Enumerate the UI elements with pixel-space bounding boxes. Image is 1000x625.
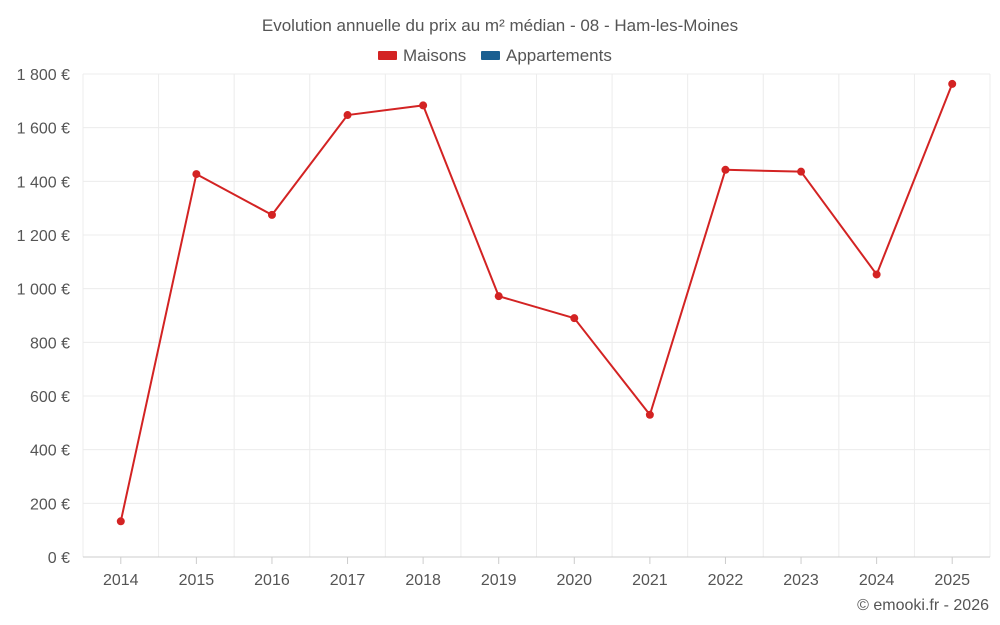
data-point-2022[interactable] [721, 165, 730, 174]
y-tick-label: 800 € [30, 335, 70, 352]
legend: Maisons Appartements [378, 46, 612, 65]
y-tick-label: 600 € [30, 389, 70, 406]
x-tick-label: 2014 [103, 572, 139, 589]
y-tick-label: 400 € [30, 443, 70, 460]
data-point-2023[interactable] [797, 167, 806, 176]
data-point-2025[interactable] [948, 79, 957, 88]
y-tick-label: 1 400 € [17, 174, 70, 191]
legend-swatch-maisons [378, 51, 397, 60]
x-tick-label: 2020 [556, 572, 592, 589]
data-point-2017[interactable] [343, 111, 352, 120]
legend-item-appartements[interactable]: Appartements [481, 46, 612, 65]
legend-swatch-appartements [481, 51, 500, 60]
data-point-2015[interactable] [192, 170, 201, 179]
grid [82, 73, 991, 557]
y-tick-label: 200 € [30, 496, 70, 513]
data-point-2021[interactable] [645, 410, 654, 419]
axes: 0 € 200 € 400 € 600 € 800 € 1 000 € 1 200 € 1 4… [17, 67, 990, 589]
x-tick-label: 2019 [481, 572, 517, 589]
x-tick-label: 2018 [405, 572, 441, 589]
x-tick-label: 2017 [330, 572, 366, 589]
x-tick-label: 2015 [179, 572, 215, 589]
y-tick-label: 1 200 € [17, 228, 70, 245]
x-tick-label: 2025 [934, 572, 970, 589]
data-point-2019[interactable] [494, 292, 503, 301]
legend-label-maisons: Maisons [403, 46, 466, 65]
x-tick-label: 2021 [632, 572, 668, 589]
y-tick-label: 1 800 € [17, 67, 70, 84]
x-tick-label: 2024 [859, 572, 895, 589]
data-point-2014[interactable] [116, 517, 125, 526]
x-tick-label: 2022 [708, 572, 744, 589]
data-point-2018[interactable] [419, 101, 428, 110]
x-tick-label: 2023 [783, 572, 819, 589]
y-tick-label: 0 € [48, 550, 70, 567]
credit: © emooki.fr - 2026 [857, 597, 989, 614]
data-point-2016[interactable] [267, 210, 276, 219]
series-line-maisons [119, 83, 954, 522]
series [116, 79, 957, 526]
y-tick-label: 1 600 € [17, 121, 70, 138]
data-point-2020[interactable] [570, 314, 579, 323]
x-tick-label: 2016 [254, 572, 290, 589]
data-point-2024[interactable] [872, 270, 881, 279]
legend-label-appartements: Appartements [506, 46, 612, 65]
chart-title: Evolution annuelle du prix au m² médian … [262, 16, 738, 35]
legend-item-maisons[interactable]: Maisons [378, 46, 466, 65]
y-tick-label: 1 000 € [17, 282, 70, 299]
